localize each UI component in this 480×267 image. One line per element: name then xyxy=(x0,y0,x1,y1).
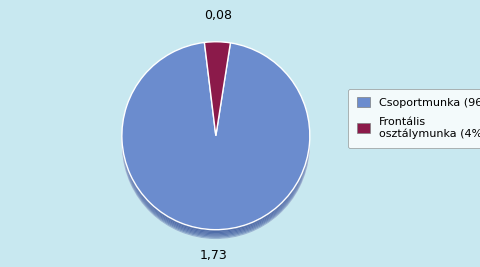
Wedge shape xyxy=(122,52,310,239)
Wedge shape xyxy=(122,51,310,238)
Wedge shape xyxy=(204,43,230,137)
Legend: Csoportmunka (96%), Frontális
osztálymunka (4%): Csoportmunka (96%), Frontális osztálymun… xyxy=(348,89,480,148)
Text: 1,73: 1,73 xyxy=(200,249,228,262)
Wedge shape xyxy=(204,50,230,144)
Wedge shape xyxy=(204,49,230,143)
Wedge shape xyxy=(122,49,310,237)
Wedge shape xyxy=(122,42,310,230)
Wedge shape xyxy=(122,48,310,235)
Wedge shape xyxy=(204,42,230,136)
Text: 0,08: 0,08 xyxy=(204,9,232,22)
Wedge shape xyxy=(122,46,310,233)
Wedge shape xyxy=(204,46,230,140)
Wedge shape xyxy=(204,45,230,139)
Wedge shape xyxy=(122,45,310,232)
Wedge shape xyxy=(204,44,230,138)
Wedge shape xyxy=(122,44,310,231)
Wedge shape xyxy=(122,47,310,234)
Wedge shape xyxy=(204,48,230,142)
Wedge shape xyxy=(204,51,230,145)
